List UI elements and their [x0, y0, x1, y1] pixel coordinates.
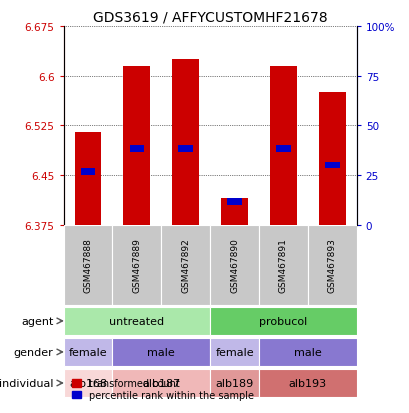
Bar	[129, 146, 144, 152]
Bar	[209, 307, 356, 335]
Text: alb193: alb193	[288, 378, 326, 388]
Text: alb187: alb187	[142, 378, 180, 388]
Bar	[307, 225, 356, 306]
Text: male: male	[147, 347, 175, 357]
Bar	[74, 133, 101, 225]
Bar	[258, 369, 356, 397]
Text: gender: gender	[13, 347, 53, 357]
Bar	[227, 199, 241, 205]
Legend: transformed count, percentile rank within the sample: transformed count, percentile rank withi…	[68, 374, 257, 404]
Bar	[112, 225, 161, 306]
Text: female: female	[68, 347, 107, 357]
Bar	[112, 338, 209, 366]
Bar	[112, 369, 209, 397]
Bar	[318, 93, 345, 225]
Text: female: female	[215, 347, 253, 357]
Text: male: male	[293, 347, 321, 357]
Bar	[172, 60, 199, 225]
Bar	[209, 369, 258, 397]
Title: GDS3619 / AFFYCUSTOMHF21678: GDS3619 / AFFYCUSTOMHF21678	[92, 10, 327, 24]
Bar	[161, 225, 210, 306]
Text: individual: individual	[0, 378, 53, 388]
Bar	[269, 66, 296, 225]
Bar	[209, 225, 258, 306]
Text: probucol: probucol	[258, 316, 307, 326]
Text: alb168: alb168	[69, 378, 107, 388]
Bar	[220, 199, 247, 225]
Text: GSM467891: GSM467891	[278, 238, 287, 293]
Bar	[123, 66, 150, 225]
Bar	[63, 338, 112, 366]
Bar	[63, 225, 112, 306]
Text: untreated: untreated	[109, 316, 164, 326]
Bar	[63, 369, 112, 397]
Bar	[63, 307, 209, 335]
Bar	[258, 338, 356, 366]
Bar	[324, 162, 339, 169]
Bar	[275, 146, 290, 152]
Text: alb189: alb189	[215, 378, 253, 388]
Bar	[81, 169, 95, 176]
Bar	[258, 225, 307, 306]
Bar	[209, 338, 258, 366]
Text: GSM467889: GSM467889	[132, 238, 141, 293]
Text: GSM467893: GSM467893	[327, 238, 336, 293]
Text: GSM467890: GSM467890	[229, 238, 238, 293]
Text: GSM467888: GSM467888	[83, 238, 92, 293]
Text: agent: agent	[21, 316, 53, 326]
Text: GSM467892: GSM467892	[181, 238, 190, 293]
Bar	[178, 146, 193, 152]
